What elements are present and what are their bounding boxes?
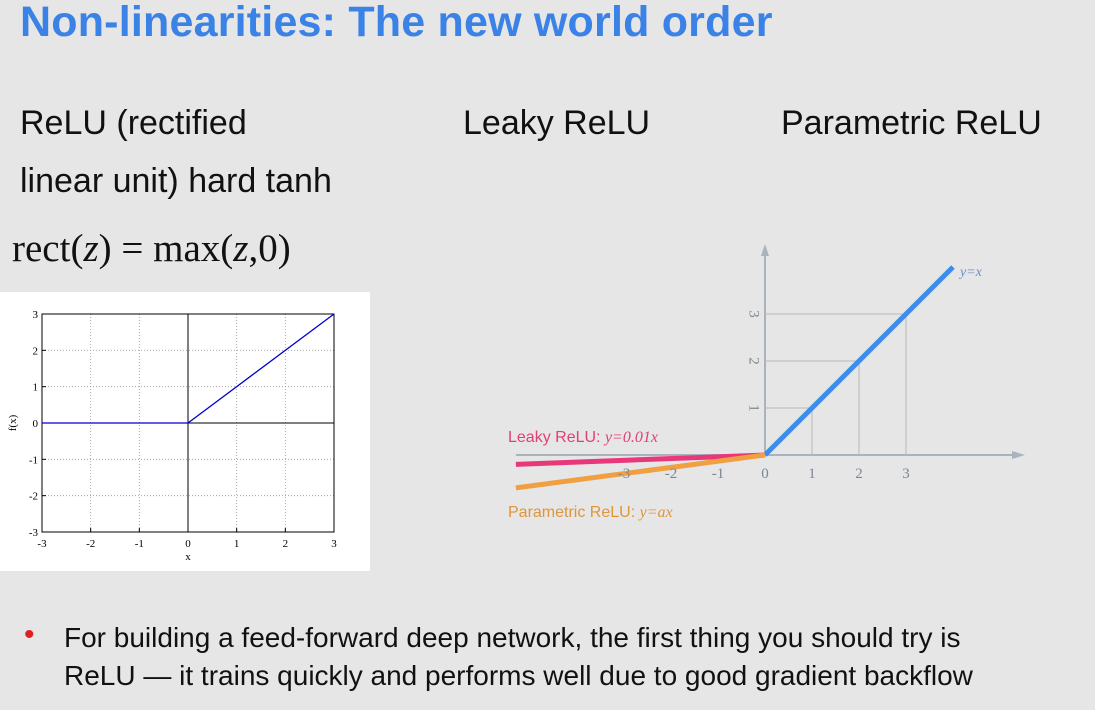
- relu-variants-plot: -3 -2 -1 0 1 2 3 1 2 3 y=x Leaky ReLU: y=0.01x Param…: [500, 236, 1030, 536]
- x-tick-label: 0: [185, 538, 191, 550]
- parametric-relu-line: [515, 452, 766, 491]
- y-tick-label: -1: [29, 454, 38, 466]
- formula-lhs-fn: rect(: [12, 227, 84, 270]
- bullet-text-line2: ReLU — it trains quickly and performs we…: [64, 660, 973, 691]
- parametric-relu-annotation: Parametric ReLU: y=ax: [508, 504, 673, 521]
- formula-rhs-var: z: [233, 227, 249, 270]
- formula-lhs-var: z: [83, 227, 99, 270]
- x-tick-label: 3: [331, 538, 337, 550]
- formula-equals: =: [111, 227, 154, 270]
- x-tick-label: -1: [135, 538, 144, 550]
- x-axis-label: x: [185, 551, 191, 563]
- bullet-text-line1: For building a feed-forward deep network…: [64, 622, 961, 653]
- x-tick-label: -3: [618, 466, 631, 482]
- relu-variants-plot-svg: -3 -2 -1 0 1 2 3 1 2 3 y=x Leaky ReLU: y=0.01x Param…: [508, 244, 1025, 521]
- slide-title: Non-linearities: The new world order: [20, 0, 773, 46]
- leaky-relu-annotation: Leaky ReLU: y=0.01x: [508, 429, 658, 446]
- y-tick-label: -3: [29, 527, 39, 539]
- formula-rhs-rest: ,0): [248, 227, 291, 270]
- relu-series-line: [42, 313, 335, 424]
- x-tick-label: 1: [808, 466, 816, 482]
- relu-heading-line2: linear unit) hard tanh: [20, 162, 332, 200]
- leaky-relu-annotation-eq: y=0.01x: [603, 429, 658, 446]
- y-tick-label: 0: [33, 418, 39, 430]
- identity-line-label: y=x: [958, 265, 983, 280]
- relu-formula: rect(z) = max(z,0): [12, 226, 291, 271]
- bullet-point: •: [24, 618, 35, 651]
- bullet-text: For building a feed-forward deep network…: [64, 619, 1084, 695]
- y-tick-label: 3: [33, 309, 39, 321]
- y-axis-label: f(x): [7, 414, 19, 431]
- formula-rhs-fn: max(: [153, 227, 234, 270]
- x-axis-arrow: [1012, 451, 1025, 459]
- formula-lhs-close: ): [98, 227, 112, 270]
- identity-relu-line: [763, 265, 955, 457]
- x-tick-label: -1: [712, 466, 725, 482]
- y-tick-label: 1: [746, 404, 762, 412]
- x-tick-label: 2: [283, 538, 289, 550]
- y-tick-label: 2: [33, 345, 39, 357]
- x-tick-label: 2: [855, 466, 863, 482]
- y-tick-label: 1: [33, 382, 39, 394]
- leaky-relu-line: [515, 452, 766, 467]
- y-axis-arrow: [761, 244, 769, 256]
- x-tick-label: 0: [761, 466, 769, 482]
- relu-heading-line1: ReLU (rectified: [20, 104, 247, 142]
- leaky-relu-heading: Leaky ReLU: [463, 104, 651, 142]
- y-tick-label: 3: [746, 310, 762, 318]
- x-tick-label: 1: [234, 538, 240, 550]
- relu-plot: -3 -2 -1 0 1 2 3 3 2 1 0 -1 -2 -3 x f(x): [0, 292, 370, 571]
- y-tick-label: -2: [29, 491, 38, 503]
- x-tick-label: 3: [902, 466, 910, 482]
- relu-plot-svg: -3 -2 -1 0 1 2 3 3 2 1 0 -1 -2 -3 x f(x): [7, 309, 337, 563]
- parametric-relu-heading: Parametric ReLU: [781, 104, 1042, 142]
- x-tick-label: -3: [37, 538, 47, 550]
- parametric-relu-annotation-prefix: Parametric ReLU:: [508, 504, 640, 521]
- parametric-relu-annotation-eq: y=ax: [638, 504, 673, 521]
- x-tick-label: -2: [86, 538, 95, 550]
- y-tick-label: 2: [746, 357, 762, 365]
- leaky-relu-annotation-prefix: Leaky ReLU:: [508, 429, 605, 446]
- x-tick-label: -2: [665, 466, 678, 482]
